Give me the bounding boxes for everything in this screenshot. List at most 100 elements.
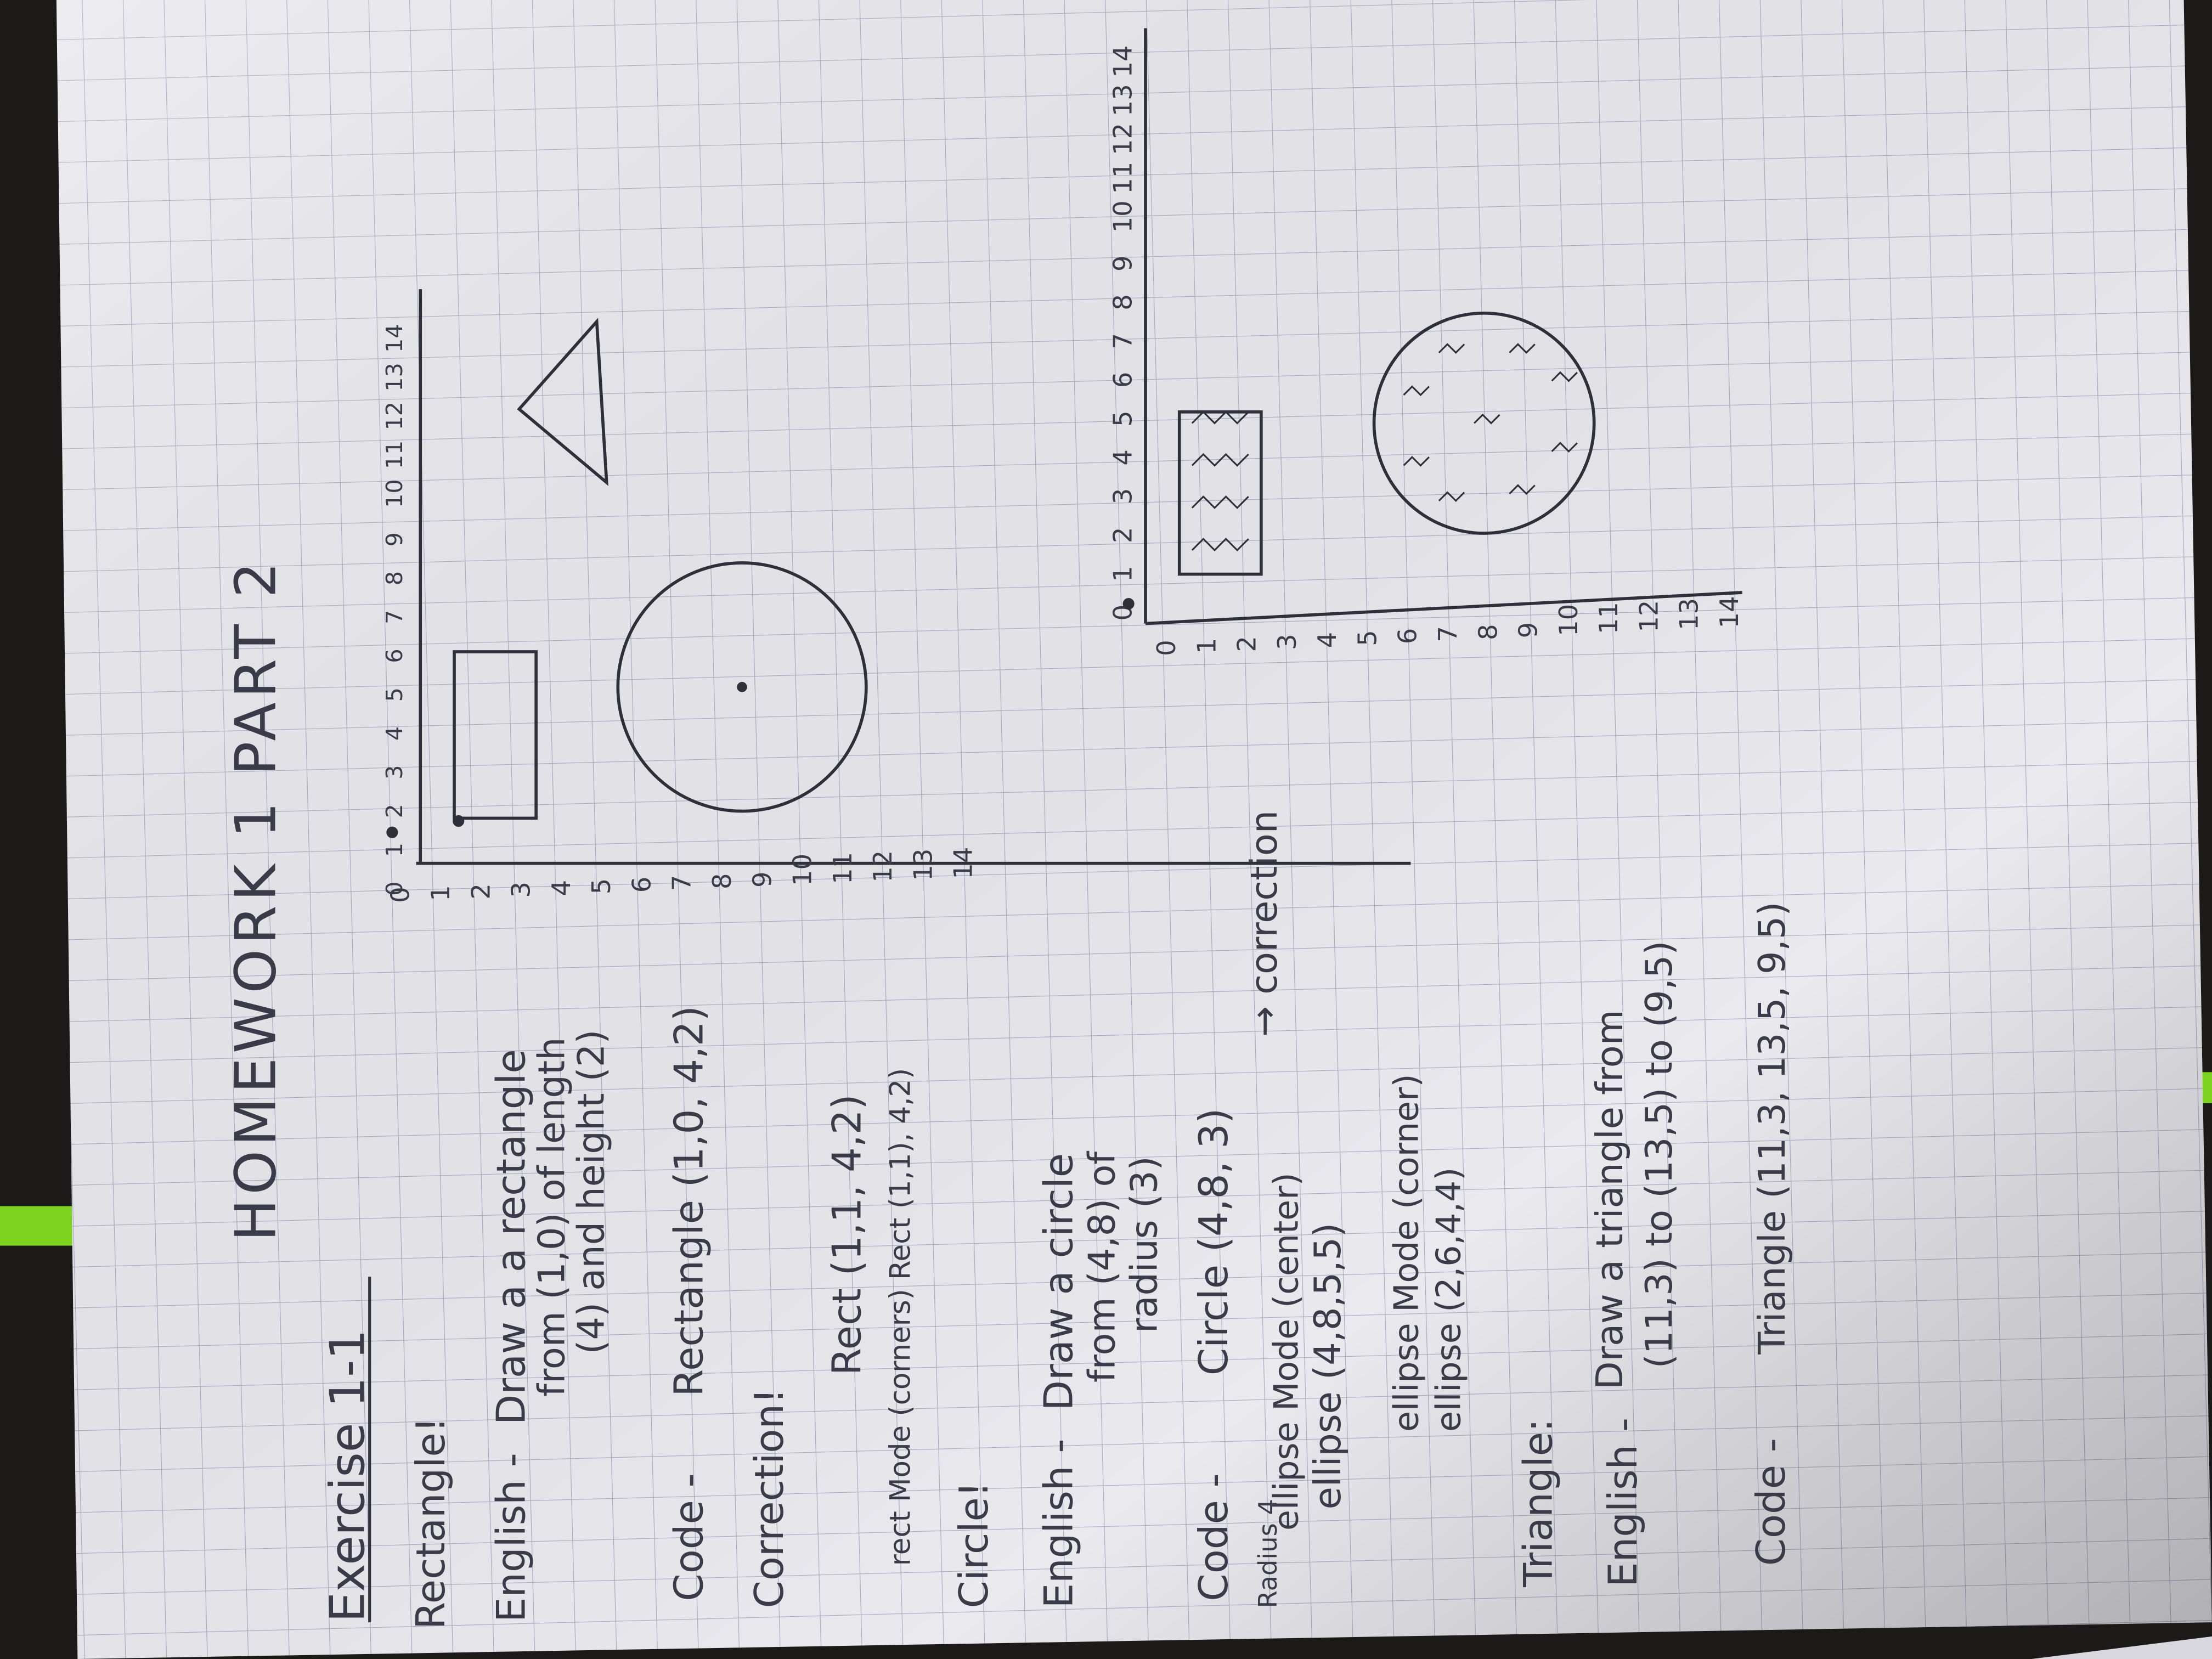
bottom-y-tick-1: 1 — [1192, 638, 1221, 654]
circle-english-3: radius (3) — [1123, 1156, 1166, 1333]
bottom-circle-hatching — [1403, 343, 1578, 503]
circle-english-label: English - — [1035, 1439, 1081, 1609]
top-x-tick-7: 7 — [381, 610, 408, 624]
bottom-y-tick-6: 6 — [1393, 628, 1423, 644]
bottom-y-tick-4: 4 — [1312, 632, 1342, 648]
triangle-english-label: English - — [1600, 1418, 1646, 1587]
bottom-x-tick-8: 8 — [1108, 294, 1137, 310]
top-y-tick-14: 14 — [949, 847, 978, 879]
circle-english-1: Draw a circle — [1035, 1153, 1081, 1410]
graph-bottom-y-ticks: 0 1 2 3 4 5 6 7 8 9 10 11 12 13 14 — [1152, 596, 1744, 656]
paper-edge-under — [2031, 1636, 2212, 1659]
rectangle-code-label: Code - — [666, 1473, 712, 1601]
bottom-x-tick-7: 7 — [1108, 333, 1137, 349]
top-x-tick-8: 8 — [381, 571, 408, 585]
triangle-code: Triangle (11,3, 13,5, 9,5) — [1751, 902, 1793, 1355]
top-y-tick-5: 5 — [586, 878, 616, 894]
circle-heading: Circle! — [951, 1481, 997, 1608]
circle-code-label: Code - — [1190, 1473, 1237, 1601]
bottom-y-tick-3: 3 — [1272, 634, 1302, 650]
rectangle-english-label: English - — [488, 1453, 534, 1622]
top-x-tick-6: 6 — [381, 648, 408, 663]
bottom-y-tick-9: 9 — [1514, 622, 1543, 638]
top-x-tick-3: 3 — [381, 765, 408, 780]
top-y-tick-12: 12 — [868, 850, 898, 883]
graph-top-y-ticks: 0 1 2 3 4 5 6 7 8 9 10 11 12 13 14 — [386, 847, 978, 903]
top-origin-dot — [386, 826, 398, 838]
triangle-heading: Triangle: — [1515, 1419, 1561, 1588]
bottom-y-tick-8: 8 — [1473, 624, 1503, 640]
top-y-tick-0: 0 — [386, 887, 415, 902]
bottom-rectangle-hatching — [1191, 410, 1249, 552]
top-x-tick-0: 0 — [381, 882, 408, 896]
top-y-tick-11: 11 — [828, 852, 857, 884]
bottom-x-tick-4: 4 — [1108, 449, 1137, 465]
bottom-y-tick-7: 7 — [1433, 626, 1463, 642]
ellipse-4: ellipse (2,6,4,4) — [1429, 1167, 1468, 1432]
bottom-x-tick-12: 12 — [1108, 123, 1137, 155]
top-x-tick-1: 1 — [381, 843, 408, 857]
bottom-x-tick-3: 3 — [1108, 488, 1137, 504]
top-rectangle-shape — [453, 650, 538, 820]
top-y-tick-10: 10 — [788, 854, 817, 886]
circle-code: Circle (4,8, 3) — [1190, 1108, 1237, 1375]
top-y-tick-6: 6 — [627, 877, 656, 893]
bottom-y-tick-12: 12 — [1634, 600, 1663, 633]
top-circle-shape — [616, 561, 868, 813]
bottom-x-tick-11: 11 — [1108, 162, 1137, 194]
triangle-english-1: Draw a triangle from — [1588, 1009, 1631, 1390]
top-x-tick-14: 14 — [381, 324, 408, 353]
top-x-tick-2: 2 — [381, 804, 408, 818]
bottom-circle-shape — [1372, 312, 1596, 535]
top-y-tick-9: 9 — [747, 872, 777, 888]
top-y-tick-4: 4 — [546, 880, 576, 896]
ellipse-1: ellipse Mode (center) — [1267, 1172, 1306, 1531]
bottom-x-tick-5: 5 — [1108, 410, 1137, 426]
bottom-x-tick-2: 2 — [1108, 527, 1137, 543]
top-x-tick-5: 5 — [381, 687, 408, 702]
circle-english-2: from (4,8) of — [1080, 1151, 1123, 1383]
top-y-tick-13: 13 — [908, 849, 938, 881]
rectangle-heading: Rectangle! — [408, 1417, 454, 1629]
ellipse-2: ellipse (4,8,5,5) — [1306, 1223, 1349, 1509]
bottom-y-tick-13: 13 — [1674, 598, 1704, 630]
triangle-code-label: Code - — [1748, 1438, 1794, 1566]
correction-heading: Correction! — [746, 1388, 792, 1608]
correction-1: Rect (1,1, 4,2) — [824, 1094, 870, 1375]
top-x-tick-4: 4 — [381, 726, 408, 741]
correction-2: rect Mode (corners) Rect (1,1), 4,2) — [884, 1068, 917, 1566]
circle-margin-note: Radius 4 — [1253, 1499, 1283, 1608]
ellipse-1-note: → correction — [1243, 810, 1285, 1037]
top-y-tick-7: 7 — [667, 875, 697, 891]
bottom-x-tick-6: 6 — [1108, 372, 1137, 388]
rectangle-code: Rectangle (1,0, 4,2) — [666, 1006, 712, 1397]
bottom-y-tick-11: 11 — [1594, 602, 1623, 634]
bottom-x-tick-1: 1 — [1108, 566, 1137, 582]
graph-bottom-y-axis — [1145, 591, 1742, 625]
top-rectangle-corner-dot — [453, 815, 465, 827]
bottom-y-tick-14: 14 — [1714, 596, 1744, 628]
top-x-tick-10: 10 — [381, 479, 408, 507]
top-x-tick-9: 9 — [381, 532, 408, 546]
bottom-y-tick-0: 0 — [1152, 640, 1181, 656]
bottom-x-tick-9: 9 — [1108, 256, 1137, 272]
rectangle-english-2: from (1,0) of length — [531, 1037, 573, 1396]
top-circle-center — [737, 682, 747, 692]
bottom-x-tick-13: 13 — [1108, 84, 1137, 116]
rectangle-english-3: (4) and height (2) — [570, 1030, 613, 1355]
ellipse-3: ellipse Mode (corner) — [1386, 1074, 1426, 1432]
bottom-y-tick-5: 5 — [1352, 630, 1382, 646]
top-x-tick-11: 11 — [381, 441, 408, 469]
bottom-x-tick-10: 10 — [1108, 200, 1137, 233]
top-triangle-shape — [517, 318, 608, 486]
rectangle-english-1: Draw a a rectangle — [488, 1049, 534, 1425]
bottom-rectangle-shape — [1177, 410, 1263, 576]
bottom-origin-dot — [1122, 598, 1135, 610]
homework-title: HOMEWORK 1 PART 2 — [223, 558, 289, 1242]
top-y-tick-2: 2 — [466, 883, 495, 899]
bottom-x-tick-14: 14 — [1108, 46, 1137, 78]
